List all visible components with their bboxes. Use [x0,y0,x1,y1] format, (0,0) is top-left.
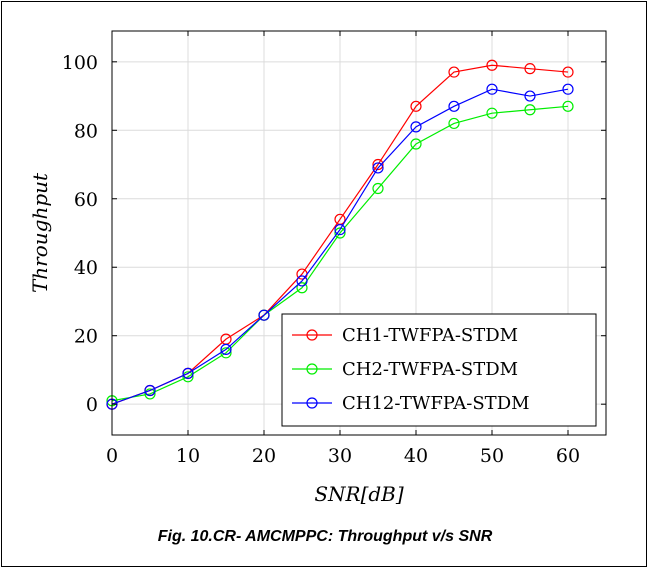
data-point [182,371,194,383]
data-point [296,282,308,294]
legend-entry-label: CH2-TWFPA-STDM [342,359,518,380]
x-tick-label: 10 [176,445,200,467]
legend-swatch-marker [306,397,318,409]
data-point [144,388,156,400]
x-tick-label: 40 [404,445,428,467]
data-point [448,117,460,130]
data-point [562,83,574,95]
data-point [334,227,346,239]
data-point [410,121,422,133]
data-point [144,384,156,397]
x-tick-label: 0 [106,445,118,467]
y-tick-label: 40 [74,257,98,279]
y-tick-label: 60 [74,189,98,211]
grid [111,31,606,435]
x-tick-label: 50 [480,445,504,467]
data-point [448,100,460,112]
data-point [258,309,270,321]
tick-layer: 0 10 20 30 40 50 60 0 20 40 60 80 100 [62,31,606,467]
data-point [372,162,384,174]
data-point [524,90,536,102]
x-tick-label: 20 [252,445,276,467]
data-point [334,223,346,236]
data-point [562,66,574,78]
x-tick-label: 30 [328,445,352,467]
y-tick-label: 100 [62,52,98,74]
legend-swatch-marker [306,363,318,375]
data-point [486,59,498,71]
legend: CH1-TWFPA-STDM CH2-TWFPA-STDM CH12-TWFPA-S… [281,313,597,427]
series-line [111,88,569,405]
data-point [296,275,308,287]
y-tick-label: 80 [74,120,98,142]
data-point [486,107,498,119]
y-axis-label: Throughput [28,172,52,293]
data-point [448,66,460,78]
data-point [372,158,384,171]
data-point [410,100,422,112]
data-point [410,138,422,150]
data-point [524,104,536,116]
data-point [524,63,536,75]
data-point [220,343,232,356]
data-point [372,182,384,195]
x-tick-label: 60 [556,445,580,467]
series-line [111,105,569,402]
y-tick-label: 20 [74,326,98,348]
x-axis-label: SNR[dB] [314,482,404,506]
data-point [562,100,574,112]
data-point [486,83,498,95]
data-point [182,367,194,379]
line-chart: 0 10 20 30 40 50 60 0 20 40 60 80 100 SNR[dB] Throug… [28,30,607,506]
legend-entry-label: CH1-TWFPA-STDM [342,325,518,346]
series-layer [106,59,574,410]
plot-border [111,30,607,436]
legend-swatch-marker [306,329,318,341]
legend-box [281,313,597,427]
legend-entry-label: CH12-TWFPA-STDM [342,393,530,414]
figure-caption: Fig. 10.CR- AMCMPPC: Throughput v/s SNR [157,528,493,545]
y-tick-label: 0 [86,394,98,416]
